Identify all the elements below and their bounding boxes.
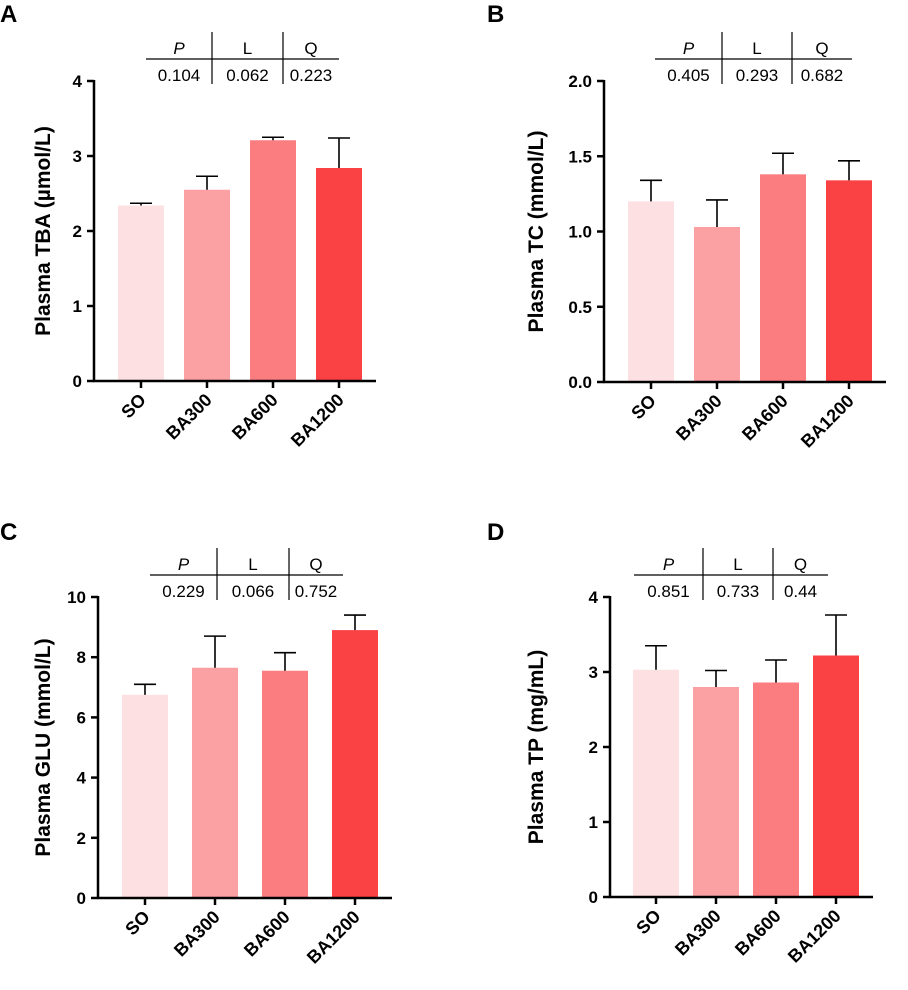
panel-letter: D — [487, 519, 504, 546]
bar-ba1200 — [316, 168, 362, 381]
y-axis-label: Plasma GLU (mmol/L) — [32, 638, 55, 856]
bar-so — [122, 694, 168, 898]
x-tick-label-ba300: BA300 — [671, 906, 725, 960]
stats-value-p: 0.851 — [647, 582, 690, 601]
y-tick-label: 0.0 — [568, 373, 592, 392]
x-tick-label-ba1200: BA1200 — [303, 907, 364, 968]
stats-header-p: P — [663, 555, 675, 574]
stats-header-q: Q — [794, 555, 807, 574]
x-tick-label-ba300: BA300 — [672, 391, 726, 445]
stats-header-l: L — [752, 39, 761, 58]
bar-ba300 — [694, 226, 740, 382]
y-tick-label: 4 — [589, 588, 599, 607]
y-tick-label: 0 — [589, 888, 598, 907]
bar-ba300 — [184, 189, 230, 381]
y-tick-label: 6 — [77, 708, 86, 727]
stats-header-q: Q — [815, 39, 828, 58]
bar-so — [118, 205, 164, 381]
x-tick-label-so: SO — [632, 906, 665, 939]
stats-table: P 0.405 L 0.293 Q 0.682 — [655, 32, 852, 85]
y-tick-label: 4 — [77, 769, 87, 788]
bar-ba1200 — [826, 180, 872, 382]
x-tick-label-ba300: BA300 — [170, 907, 224, 961]
stats-value-p: 0.229 — [162, 582, 205, 601]
stats-value-l: 0.066 — [232, 582, 275, 601]
y-tick-label: 3 — [589, 663, 598, 682]
bar-ba300 — [192, 667, 238, 898]
x-tick-label-so: SO — [121, 907, 154, 940]
stats-header-q: Q — [309, 555, 322, 574]
stats-header-p: P — [173, 39, 185, 58]
y-tick-label: 0 — [77, 889, 86, 908]
stats-value-p: 0.104 — [158, 66, 201, 85]
x-tick-label-ba300: BA300 — [162, 390, 216, 444]
y-tick-label: 2 — [73, 222, 82, 241]
y-tick-label: 4 — [73, 72, 83, 91]
y-tick-label: 2.0 — [568, 72, 592, 91]
y-axis-label: Plasma TBA (µmol/L) — [32, 126, 55, 336]
stats-table: P 0.851 L 0.733 Q 0.44 — [634, 548, 828, 601]
stats-value-q: 0.752 — [295, 582, 338, 601]
y-tick-label: 1 — [589, 813, 598, 832]
y-tick-label: 8 — [77, 648, 86, 667]
bar-so — [628, 201, 674, 382]
bar-ba1200 — [332, 630, 378, 898]
y-tick-label: 1.0 — [568, 223, 592, 242]
stats-header-l: L — [248, 555, 257, 574]
stats-header-p: P — [178, 555, 190, 574]
stats-value-q: 0.682 — [801, 66, 844, 85]
y-axis-label: Plasma TC (mmol/L) — [525, 131, 548, 333]
stats-value-q: 0.223 — [290, 66, 333, 85]
stats-header-l: L — [243, 39, 252, 58]
x-tick-label-ba600: BA600 — [228, 390, 282, 444]
panel-letter: A — [0, 1, 17, 28]
stats-value-l: 0.293 — [736, 66, 779, 85]
y-axis-label: Plasma TP (mg/mL) — [525, 650, 548, 845]
stats-header-p: P — [683, 39, 695, 58]
y-tick-label: 3 — [73, 147, 82, 166]
x-tick-label-so: SO — [117, 390, 150, 423]
bar-ba300 — [693, 687, 739, 897]
bar-ba600 — [250, 140, 296, 381]
y-tick-label: 2 — [77, 829, 86, 848]
panel-d: D Plasma TP (mg/mL) 0 1 2 3 4 SO BA300 BA600 BA120… — [487, 519, 873, 967]
y-tick-label: 2 — [589, 738, 598, 757]
panel-b: B Plasma TC (mmol/L) 0.0 0.5 1.0 1.5 2.0 SO BA30… — [487, 1, 886, 452]
bar-ba1200 — [813, 655, 859, 897]
stats-table: P 0.229 L 0.066 Q 0.752 — [150, 548, 343, 601]
x-tick-label-so: SO — [627, 391, 660, 424]
panel-a: A Plasma TBA (µmol/L) 0 1 2 3 4 SO BA300 BA600 BA1… — [0, 1, 376, 451]
y-tick-label: 1 — [73, 297, 82, 316]
bar-ba600 — [753, 682, 799, 897]
x-tick-label-ba1200: BA1200 — [784, 906, 845, 967]
x-tick-label-ba1200: BA1200 — [287, 390, 348, 451]
stats-table: P 0.104 L 0.062 Q 0.223 — [146, 32, 339, 85]
panel-letter: C — [0, 519, 17, 546]
bar-ba600 — [760, 174, 806, 382]
stats-value-p: 0.405 — [667, 66, 710, 85]
stats-value-q: 0.44 — [784, 582, 817, 601]
panel-letter: B — [487, 1, 504, 28]
stats-value-l: 0.062 — [226, 66, 269, 85]
y-tick-label: 0.5 — [568, 298, 592, 317]
x-tick-label-ba600: BA600 — [738, 391, 792, 445]
stats-value-l: 0.733 — [717, 582, 760, 601]
x-tick-label-ba1200: BA1200 — [797, 391, 858, 452]
y-tick-label: 0 — [73, 372, 82, 391]
bar-so — [633, 669, 679, 897]
panel-c: C Plasma GLU (mmol/L) 0 2 4 6 8 10 SO BA300 BA600 B… — [0, 519, 392, 968]
x-tick-label-ba600: BA600 — [731, 906, 785, 960]
y-tick-label: 10 — [67, 588, 86, 607]
stats-header-q: Q — [304, 39, 317, 58]
bar-ba600 — [262, 670, 308, 898]
y-tick-label: 1.5 — [568, 147, 592, 166]
x-tick-label-ba600: BA600 — [240, 907, 294, 961]
stats-header-l: L — [733, 555, 742, 574]
